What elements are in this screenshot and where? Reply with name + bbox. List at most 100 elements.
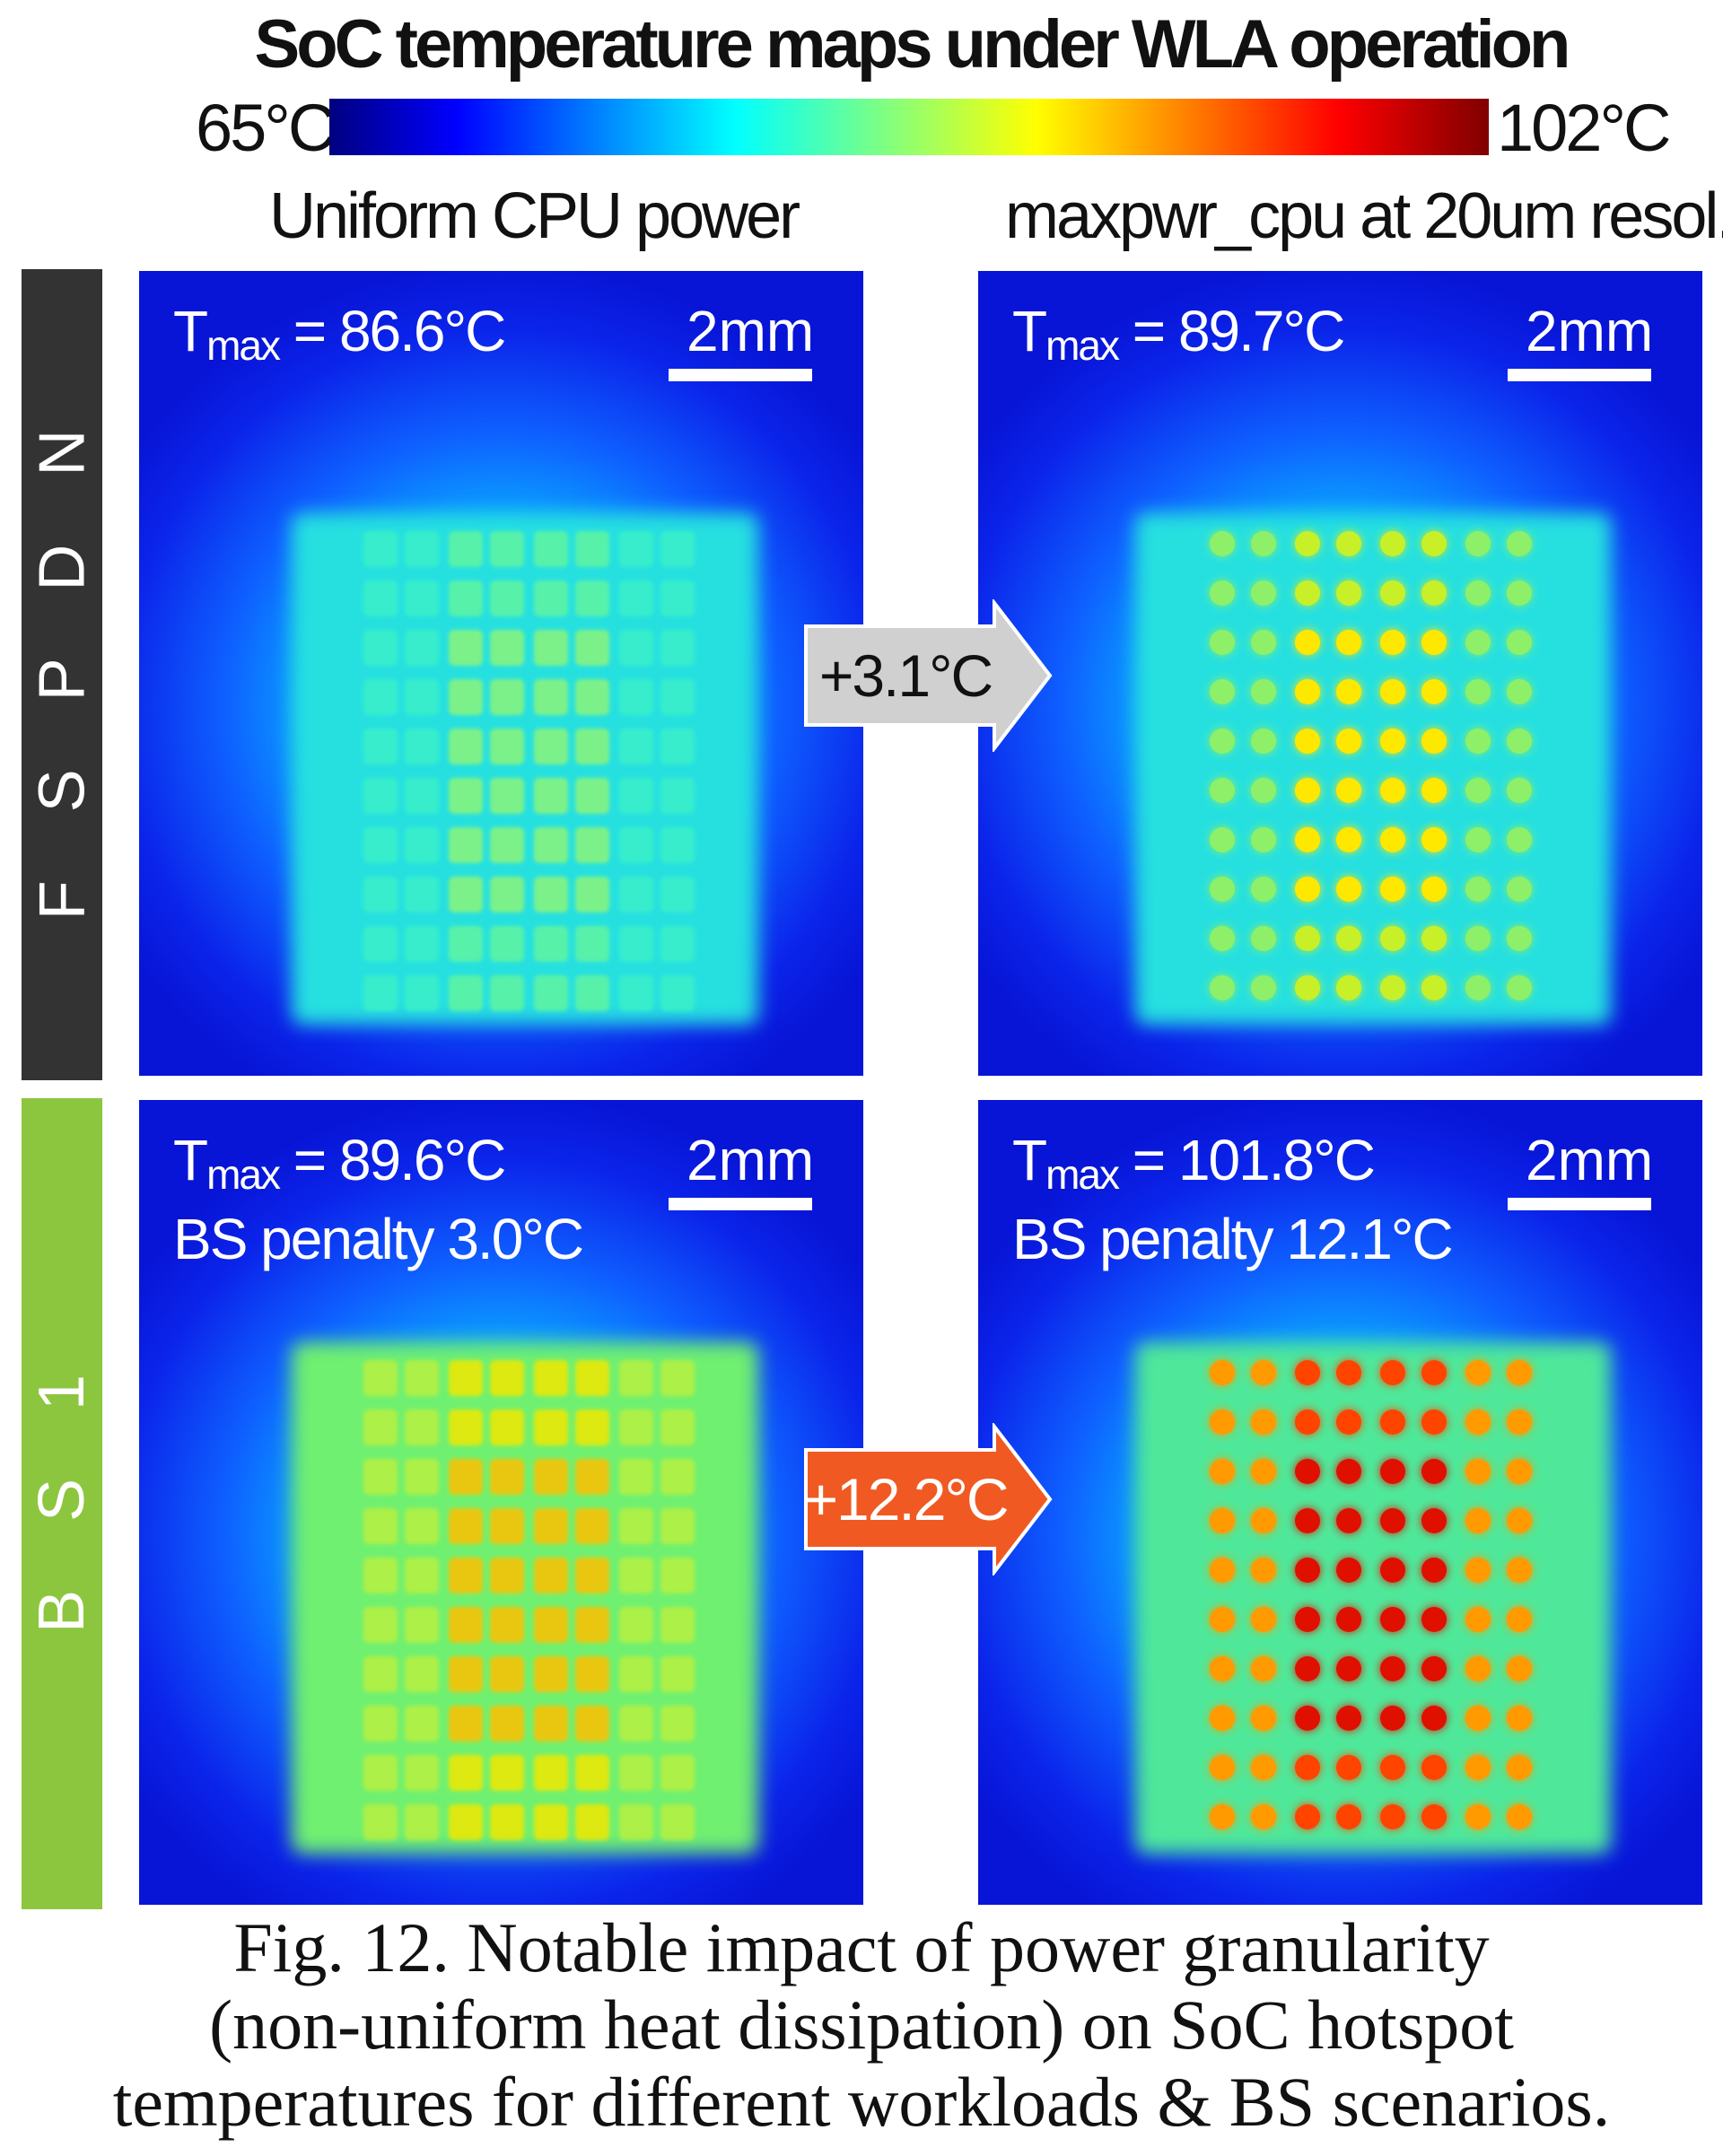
hotspot-tile: [449, 630, 483, 666]
hotspot-tile: [1336, 1508, 1361, 1533]
hotspot-tile: [1507, 1755, 1532, 1780]
hotspot-tile: [575, 827, 609, 863]
hotspot-tile: [534, 580, 568, 616]
hotspot-tile: [619, 1508, 653, 1544]
hotspot-tile: [1421, 1508, 1447, 1533]
hotspot-tile: [490, 827, 524, 863]
delta-label-fspdn: +3.1°C: [819, 642, 993, 709]
row-label-bs1: B S 1: [22, 1098, 102, 1909]
hotspot-tile: [1465, 1755, 1491, 1780]
hotspot-tile: [1210, 1558, 1235, 1583]
hotspot-tile: [1421, 926, 1447, 951]
hotspot-tile: [1507, 729, 1532, 754]
hotspot-tile: [449, 580, 483, 616]
hotspot-tile: [1210, 926, 1235, 951]
hotspot-tile: [619, 1607, 653, 1643]
hotspot-tile: [619, 975, 653, 1011]
hotspot-tile: [1421, 1607, 1447, 1632]
hotspot-tile: [1507, 630, 1532, 655]
hotspot-tile: [1465, 778, 1491, 803]
hotspot-tile: [490, 531, 524, 567]
hotspot-tile: [1251, 778, 1276, 803]
hotspot-tile: [1507, 778, 1532, 803]
hotspot-tile: [449, 1360, 483, 1396]
hotspot-tile: [1380, 729, 1405, 754]
hotspot-tile: [449, 1755, 483, 1791]
hotspot-tile: [405, 1607, 439, 1643]
hotspot-tile: [1465, 531, 1491, 556]
hotspot-tile: [660, 1508, 695, 1544]
hotspot-tile: [575, 926, 609, 962]
hotspot-tile: [363, 679, 398, 715]
hotspot-tile: [1295, 975, 1320, 1000]
hotspot-tile: [1251, 1804, 1276, 1829]
hotspot-tile: [449, 531, 483, 567]
hotspot-tile: [1507, 1360, 1532, 1385]
hotspot-tile: [619, 1804, 653, 1840]
hotspot-tile: [449, 1607, 483, 1643]
hotspot-tile: [619, 827, 653, 863]
hotspot-tile: [1421, 877, 1447, 902]
hotspot-tile: [1210, 1459, 1235, 1484]
hotspot-tile: [1251, 877, 1276, 902]
hotspot-tile: [1465, 877, 1491, 902]
hotspot-tile: [1421, 729, 1447, 754]
hotspot-tile: [449, 729, 483, 764]
hotspot-tile: [1336, 729, 1361, 754]
hotspot-tile: [619, 580, 653, 616]
hotspot-tile: [1251, 1558, 1276, 1583]
hotspot-tile: [1295, 1804, 1320, 1829]
hotspot-tile: [1507, 975, 1532, 1000]
hotspot-tile: [660, 531, 695, 567]
hotspot-tile: [405, 729, 439, 764]
hotspot-tile: [575, 1656, 609, 1692]
panel-fspdn-maxpwr: Tmax = 89.7°C 2mm: [978, 271, 1702, 1076]
hotspot-tile: [1210, 877, 1235, 902]
hotspot-tile: [619, 1706, 653, 1741]
hotspot-tile: [534, 1558, 568, 1593]
hotspot-tile: [1251, 1410, 1276, 1435]
hotspot-tile: [1295, 630, 1320, 655]
hotspot-tile: [1465, 827, 1491, 852]
hotspot-tile: [1295, 926, 1320, 951]
hotspot-tile: [1465, 1706, 1491, 1731]
hotspot-tile: [405, 877, 439, 912]
hotspot-tile: [575, 877, 609, 912]
colorbar-min-label: 65°C: [196, 91, 336, 165]
hotspot-tile: [1465, 1459, 1491, 1484]
hotspot-tile: [660, 1755, 695, 1791]
hotspot-tile: [619, 1558, 653, 1593]
hotspot-tile: [1380, 679, 1405, 704]
hotspot-tile: [1210, 1656, 1235, 1681]
hotspot-tile: [1421, 778, 1447, 803]
tmax-label: Tmax = 89.7°C: [1012, 299, 1345, 369]
hotspot-tile: [1421, 1755, 1447, 1780]
hotspot-tile: [363, 1360, 398, 1396]
row-label-fspdn: F S P D N: [22, 269, 102, 1080]
hotspot-tile: [1295, 729, 1320, 754]
figure-title: SoC temperature maps under WLA operation: [254, 6, 1571, 83]
hotspot-tile: [363, 531, 398, 567]
tmax-label: Tmax = 89.6°C: [173, 1128, 506, 1198]
hotspot-tile: [490, 1508, 524, 1544]
hotspot-tile: [575, 1410, 609, 1445]
hotspot-tile: [363, 778, 398, 814]
caption-line-3: temperatures for different workloads & B…: [112, 2063, 1611, 2141]
scale-bar: [669, 369, 812, 381]
hotspot-tile: [1465, 1360, 1491, 1385]
row-label-bs1-text: B S 1: [26, 1349, 99, 1634]
hotspot-tile: [619, 729, 653, 764]
hotspot-tile: [449, 1706, 483, 1741]
hotspot-tile: [1421, 975, 1447, 1000]
tmax-label: Tmax = 101.8°C: [1012, 1128, 1376, 1198]
hotspot-tile: [575, 1755, 609, 1791]
chip-hotspot-area: [1135, 513, 1611, 1025]
hotspot-tile: [405, 1508, 439, 1544]
hotspot-tile: [660, 1558, 695, 1593]
hotspot-tile: [1465, 1558, 1491, 1583]
hotspot-tile: [1421, 1459, 1447, 1484]
hotspot-tile: [1295, 1656, 1320, 1681]
hotspot-tile: [660, 877, 695, 912]
tmax-label: Tmax = 86.6°C: [173, 299, 506, 369]
hotspot-tile: [1251, 679, 1276, 704]
